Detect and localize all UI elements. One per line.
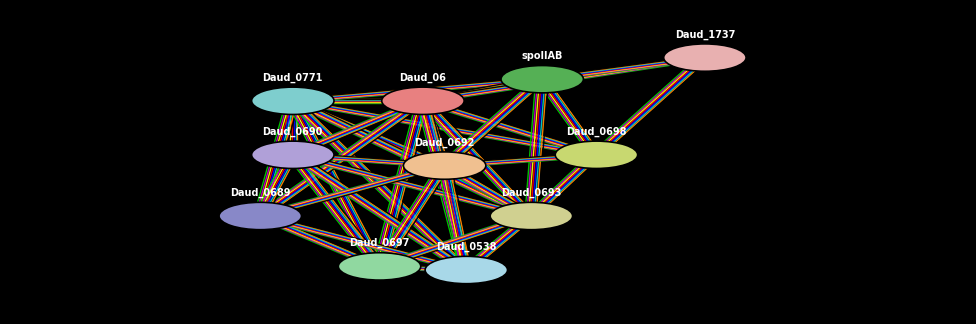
Text: Daud_0698: Daud_0698 [566, 127, 627, 137]
Circle shape [664, 44, 746, 71]
Circle shape [426, 256, 508, 284]
Circle shape [490, 202, 573, 230]
Text: Daud_0697: Daud_0697 [349, 238, 410, 249]
Circle shape [252, 141, 334, 168]
Text: Daud_0690: Daud_0690 [263, 127, 323, 137]
Text: Daud_0538: Daud_0538 [436, 242, 497, 252]
Circle shape [219, 202, 302, 230]
Text: Daud_0692: Daud_0692 [415, 137, 474, 148]
Circle shape [555, 141, 637, 168]
Text: spoIIAB: spoIIAB [521, 51, 563, 61]
Circle shape [501, 65, 584, 93]
Text: Daud_1737: Daud_1737 [674, 29, 735, 40]
Text: Daud_0693: Daud_0693 [502, 188, 561, 198]
Text: Daud_0689: Daud_0689 [230, 188, 291, 198]
Text: Daud_06: Daud_06 [399, 73, 446, 83]
Circle shape [382, 87, 465, 114]
Circle shape [403, 152, 486, 179]
Circle shape [252, 87, 334, 114]
Text: Daud_0771: Daud_0771 [263, 73, 323, 83]
Circle shape [339, 253, 421, 280]
